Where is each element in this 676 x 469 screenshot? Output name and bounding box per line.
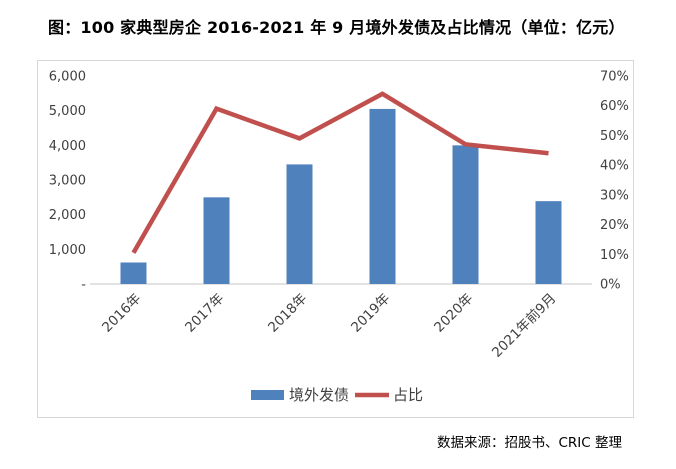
right-axis-tick-label: 0% — [600, 278, 621, 293]
left-axis-tick-label: 2,000 — [49, 208, 86, 223]
left-axis-tick-label: 4,000 — [49, 139, 86, 154]
x-axis-label: 2018年 — [265, 291, 310, 336]
right-axis-tick-label: 20% — [600, 218, 629, 233]
bar-2017年 — [203, 197, 230, 284]
left-axis-tick-label: 1,000 — [49, 243, 86, 258]
right-axis-tick-label: 60% — [600, 99, 629, 114]
legend-label-line: 占比 — [393, 386, 423, 404]
x-axis-label: 2019年 — [348, 291, 393, 336]
chart-container: - 1,000 2,000 3,000 4,000 5,000 6,000 0% 10% 20% 3… — [37, 60, 634, 418]
bar-2020年 — [452, 145, 479, 284]
combo-chart: - 1,000 2,000 3,000 4,000 5,000 6,000 0% 10% 20% 3… — [49, 70, 629, 405]
right-axis-tick-label: 40% — [600, 159, 629, 174]
left-axis-tick-label: 3,000 — [49, 174, 86, 189]
x-axis-label: 2021年前9月 — [488, 290, 559, 361]
chart-title: 图：100 家典型房企 2016-2021 年 9 月境外发债及占比情况（单位：… — [48, 18, 625, 37]
legend-label-bar: 境外发债 — [289, 386, 349, 404]
right-axis-tick-label: 10% — [600, 248, 629, 263]
x-axis-label: 2017年 — [182, 291, 227, 336]
left-axis-tick-label: 6,000 — [49, 70, 86, 85]
right-axis-tick-label: 50% — [600, 129, 629, 144]
ratio-line — [131, 91, 549, 254]
data-source: 数据来源：招股书、CRIC 整理 — [436, 435, 622, 451]
bar-2019年 — [369, 108, 396, 284]
x-axis-label: 2016年 — [99, 291, 144, 336]
bar-2018年 — [286, 164, 313, 284]
x-axis-label: 2020年 — [431, 291, 476, 336]
left-axis-tick-label: - — [81, 278, 86, 293]
legend-bar-swatch — [251, 390, 284, 400]
left-axis-tick-label: 5,000 — [49, 104, 86, 119]
right-axis-tick-label: 30% — [600, 188, 629, 203]
right-axis-tick-label: 70% — [600, 70, 629, 85]
bar-2016年 — [120, 262, 147, 284]
bar-2021年前9月 — [535, 201, 562, 284]
